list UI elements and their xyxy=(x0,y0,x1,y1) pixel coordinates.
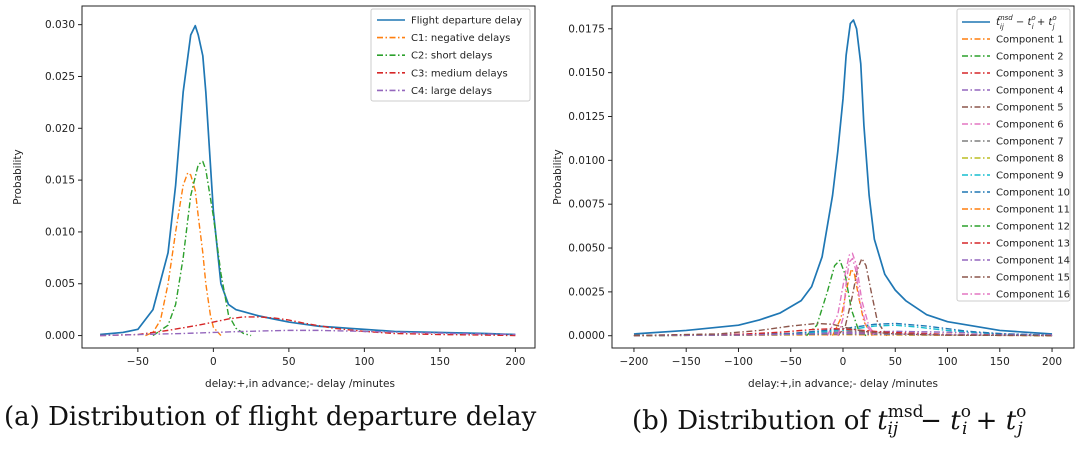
chart-b-xtick-label: 0 xyxy=(840,356,847,368)
chart-b-ylabel: Probability xyxy=(552,149,564,205)
chart-a-xlabel: delay:+,in advance;- delay /minutes xyxy=(205,378,395,390)
chart-a-ytick-label: 0.020 xyxy=(45,123,75,135)
chart-a-legend-label: C2: short delays xyxy=(411,51,492,62)
caption-b: (b) Distribution of tmsdij − toi + toj xyxy=(632,402,1023,439)
chart-b-ytick-label: 0.0050 xyxy=(568,243,605,255)
chart-a-ytick-label: 0.005 xyxy=(45,278,75,290)
chart-b: −200 −150 −100 −50 0 50 100 150 200 0.0000 0.0025 0… xyxy=(552,6,1074,390)
chart-b-legend-label: Component 10 xyxy=(996,188,1070,199)
chart-a: −50 0 50 100 150 200 0.000 0.005 0.010 0.015 0.020… xyxy=(12,6,535,390)
caption-b-text: Distribution of xyxy=(677,406,869,436)
chart-a-legend-label: Flight departure delay xyxy=(411,16,522,27)
chart-b-ytick-label: 0.0025 xyxy=(568,286,605,298)
chart-a-ytick-label: 0.010 xyxy=(45,226,75,238)
chart-a-xtick-label: −50 xyxy=(127,356,149,368)
chart-a-xtick-label: 0 xyxy=(210,356,217,368)
chart-b-xlabel: delay:+,in advance;- delay /minutes xyxy=(748,378,938,390)
chart-a-legend: Flight departure delay C1: negative delay… xyxy=(371,9,530,101)
chart-b-legend-label: Component 4 xyxy=(996,86,1064,97)
chart-b-legend-label: Component 13 xyxy=(996,239,1070,250)
chart-a-xtick-label: 100 xyxy=(354,356,374,368)
chart-a-ytick-label: 0.015 xyxy=(45,175,75,187)
chart-a-ylabel: Probability xyxy=(12,149,24,205)
caption-b-tag: (b) xyxy=(632,406,669,436)
caption-a: (a) Distribution of flight departure del… xyxy=(4,402,536,432)
chart-b-legend-label: Component 9 xyxy=(996,171,1064,182)
chart-a-ytick-label: 0.000 xyxy=(45,330,75,342)
chart-b-legend-label: Component 15 xyxy=(996,273,1070,284)
chart-b-legend-label: Component 11 xyxy=(996,205,1070,216)
caption-b-math: tmsdij − toi + toj xyxy=(877,406,1022,436)
chart-b-ytick-label: 0.0075 xyxy=(568,199,605,211)
chart-b-legend-label: Component 2 xyxy=(996,52,1064,63)
chart-b-xtick-label: −150 xyxy=(672,356,701,368)
chart-b-xtick-label: −50 xyxy=(780,356,802,368)
chart-a-xtick-label: 150 xyxy=(430,356,450,368)
chart-b-legend-label: Component 12 xyxy=(996,222,1070,233)
chart-a-legend-label: C4: large delays xyxy=(411,86,492,97)
chart-b-legend-label: Component 16 xyxy=(996,290,1070,301)
chart-a-ytick-label: 0.030 xyxy=(45,19,75,31)
chart-b-xtick-label: 100 xyxy=(938,356,958,368)
chart-a-xtick-label: 50 xyxy=(282,356,295,368)
chart-b-xtick-label: 50 xyxy=(889,356,902,368)
chart-b-legend-label: Component 5 xyxy=(996,103,1064,114)
chart-a-legend-label: C1: negative delays xyxy=(411,33,510,44)
chart-b-legend-label: Component 3 xyxy=(996,69,1064,80)
chart-b-ytick-label: 0.0000 xyxy=(568,330,605,342)
chart-b-xtick-label: −200 xyxy=(620,356,649,368)
chart-b-legend-label: Component 7 xyxy=(996,137,1064,148)
chart-b-legend-label: Component 14 xyxy=(996,256,1070,267)
figure: −50 0 50 100 150 200 0.000 0.005 0.010 0.015 0.020… xyxy=(0,0,1078,400)
chart-a-legend-label: C3: medium delays xyxy=(411,68,508,79)
chart-b-ytick-label: 0.0150 xyxy=(568,67,605,79)
caption-a-text: Distribution of flight departure delay xyxy=(48,402,536,432)
chart-b-legend-label: Component 1 xyxy=(996,35,1064,46)
chart-a-ytick-label: 0.025 xyxy=(45,71,75,83)
chart-b-xtick-label: 150 xyxy=(990,356,1010,368)
chart-b-legend-label: Component 6 xyxy=(996,120,1064,131)
chart-b-ytick-label: 0.0175 xyxy=(568,23,605,35)
chart-b-xtick-label: 200 xyxy=(1042,356,1062,368)
chart-b-legend-label: Component 8 xyxy=(996,154,1064,165)
chart-a-xtick-label: 200 xyxy=(505,356,525,368)
caption-a-tag: (a) xyxy=(4,402,40,432)
chart-b-legend: tijmsd − to i + to j Component 1Component … xyxy=(957,9,1070,301)
chart-b-xtick-label: −100 xyxy=(724,356,753,368)
chart-b-ytick-label: 0.0100 xyxy=(568,155,605,167)
chart-b-ytick-label: 0.0125 xyxy=(568,111,605,123)
